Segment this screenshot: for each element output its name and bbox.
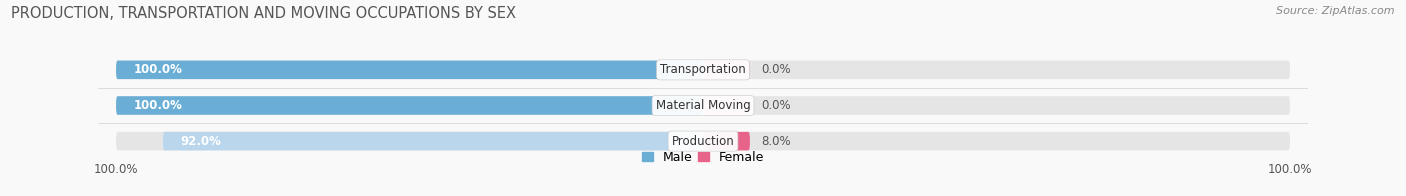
FancyBboxPatch shape <box>117 132 1289 150</box>
Text: Material Moving: Material Moving <box>655 99 751 112</box>
Text: Source: ZipAtlas.com: Source: ZipAtlas.com <box>1277 6 1395 16</box>
FancyBboxPatch shape <box>703 96 749 115</box>
Legend: Male, Female: Male, Female <box>641 151 765 164</box>
Text: PRODUCTION, TRANSPORTATION AND MOVING OCCUPATIONS BY SEX: PRODUCTION, TRANSPORTATION AND MOVING OC… <box>11 6 516 21</box>
Text: 100.0%: 100.0% <box>134 99 183 112</box>
Text: 92.0%: 92.0% <box>180 135 222 148</box>
FancyBboxPatch shape <box>703 132 749 150</box>
Text: 0.0%: 0.0% <box>762 99 792 112</box>
Text: 100.0%: 100.0% <box>134 63 183 76</box>
FancyBboxPatch shape <box>703 61 749 79</box>
Text: Transportation: Transportation <box>661 63 745 76</box>
FancyBboxPatch shape <box>117 61 703 79</box>
Text: Production: Production <box>672 135 734 148</box>
FancyBboxPatch shape <box>117 96 703 115</box>
FancyBboxPatch shape <box>117 61 1289 79</box>
Text: 8.0%: 8.0% <box>762 135 792 148</box>
FancyBboxPatch shape <box>163 132 703 150</box>
Text: 0.0%: 0.0% <box>762 63 792 76</box>
FancyBboxPatch shape <box>117 96 1289 115</box>
